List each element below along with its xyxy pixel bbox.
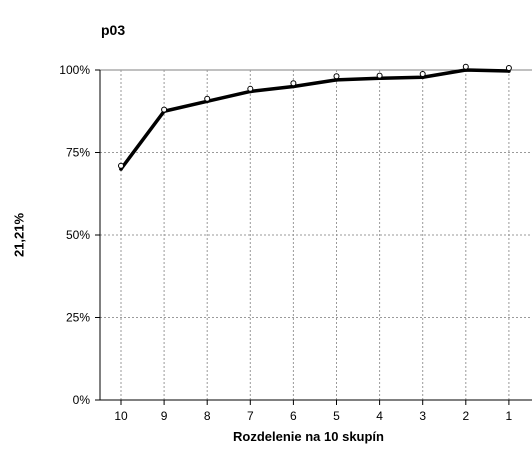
- chart-title: p03: [101, 22, 126, 38]
- x-tick-label: 3: [419, 409, 426, 423]
- y-tick-label: 25%: [66, 311, 90, 325]
- marker-point: [505, 65, 512, 72]
- marker-point: [118, 162, 124, 169]
- x-tick-label: 5: [333, 409, 340, 423]
- x-tick-label: 9: [161, 409, 168, 423]
- marker-point: [290, 80, 297, 87]
- marker-point: [419, 70, 426, 77]
- x-axis-label: Rozdelenie na 10 skupín: [233, 429, 384, 444]
- x-tick-label: 1: [506, 409, 513, 423]
- y-tick-label: 0%: [73, 393, 91, 407]
- y-tick-label: 75%: [66, 146, 90, 160]
- marker-point: [161, 106, 168, 113]
- x-tick-label: 8: [204, 409, 211, 423]
- marker-point: [204, 95, 211, 102]
- y-axis-label: 21,21%: [11, 212, 27, 258]
- x-tick-label: 7: [247, 409, 254, 423]
- marker-point: [376, 72, 383, 79]
- marker-point: [462, 63, 469, 70]
- x-tick-label: 10: [114, 409, 128, 423]
- series-line: [119, 68, 511, 171]
- y-tick-label: 100%: [59, 63, 90, 77]
- y-tick-label: 50%: [66, 228, 90, 242]
- marker-point: [247, 85, 254, 92]
- x-tick-label: 4: [376, 409, 383, 423]
- marker-point: [333, 73, 340, 80]
- x-tick-label: 6: [290, 409, 297, 423]
- x-tick-label: 2: [462, 409, 469, 423]
